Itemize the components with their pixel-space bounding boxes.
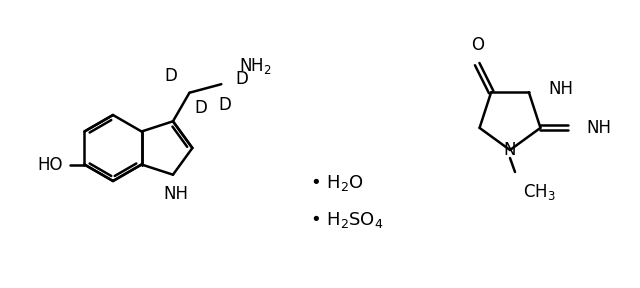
- Text: • H$_2$O: • H$_2$O: [310, 173, 364, 193]
- Text: NH$_2$: NH$_2$: [239, 56, 272, 76]
- Text: NH: NH: [549, 80, 574, 98]
- Text: NH: NH: [163, 185, 188, 203]
- Text: O: O: [470, 36, 484, 54]
- Text: D: D: [236, 70, 248, 88]
- Text: N: N: [504, 141, 516, 159]
- Text: D: D: [218, 96, 231, 114]
- Text: D: D: [195, 99, 207, 117]
- Text: D: D: [164, 67, 177, 85]
- Text: NH: NH: [586, 119, 611, 137]
- Text: HO: HO: [37, 156, 63, 173]
- Text: • H$_2$SO$_4$: • H$_2$SO$_4$: [310, 210, 383, 230]
- Text: CH$_3$: CH$_3$: [523, 182, 556, 202]
